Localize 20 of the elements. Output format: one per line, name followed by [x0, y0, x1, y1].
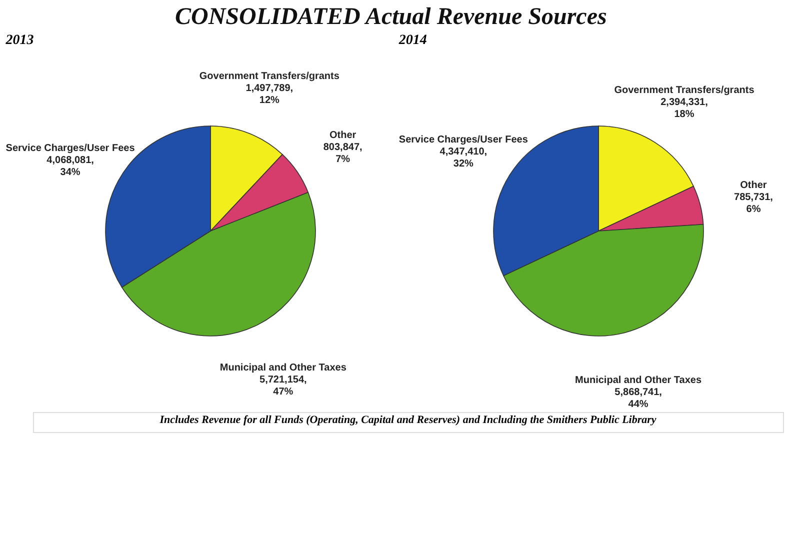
- text: Includes Revenue for all Funds (Operating, Capital and Reserves) and Including the Smithers Public Library: [158, 414, 656, 426]
- data-label: 2,394,331, 18%: [660, 96, 708, 120]
- data-label: 5,868,741, 44%: [614, 386, 662, 410]
- data-label: 5,721,154, 47%: [260, 374, 307, 398]
- data-label: 803,847, 7%: [323, 142, 363, 166]
- data-label: 4,068,081, 34%: [46, 154, 94, 178]
- chart-title: CONSOLIDATED Actual Revenue Sources: [175, 4, 607, 30]
- slice-label: Other: [740, 180, 767, 192]
- chart-subtitle: 2014: [398, 33, 427, 48]
- slice-label: Service Charges/User Fees: [398, 134, 528, 146]
- slice-label: Government Transfers/grants: [614, 84, 755, 96]
- data-label: 785,731, 6%: [734, 192, 774, 216]
- slice-label: Service Charges/User Fees: [6, 142, 136, 154]
- slice-label: Municipal and Other Taxes: [220, 362, 347, 374]
- slice-label: Other: [329, 130, 356, 142]
- slice-label: Government Transfers/grants: [199, 71, 340, 82]
- data-label: 1,497,789, 12%: [246, 83, 294, 106]
- data-label: 4,347,410, 32%: [440, 146, 488, 170]
- slice-label: Municipal and Other Taxes: [575, 374, 702, 386]
- chart-subtitle: 2013: [4, 33, 34, 48]
